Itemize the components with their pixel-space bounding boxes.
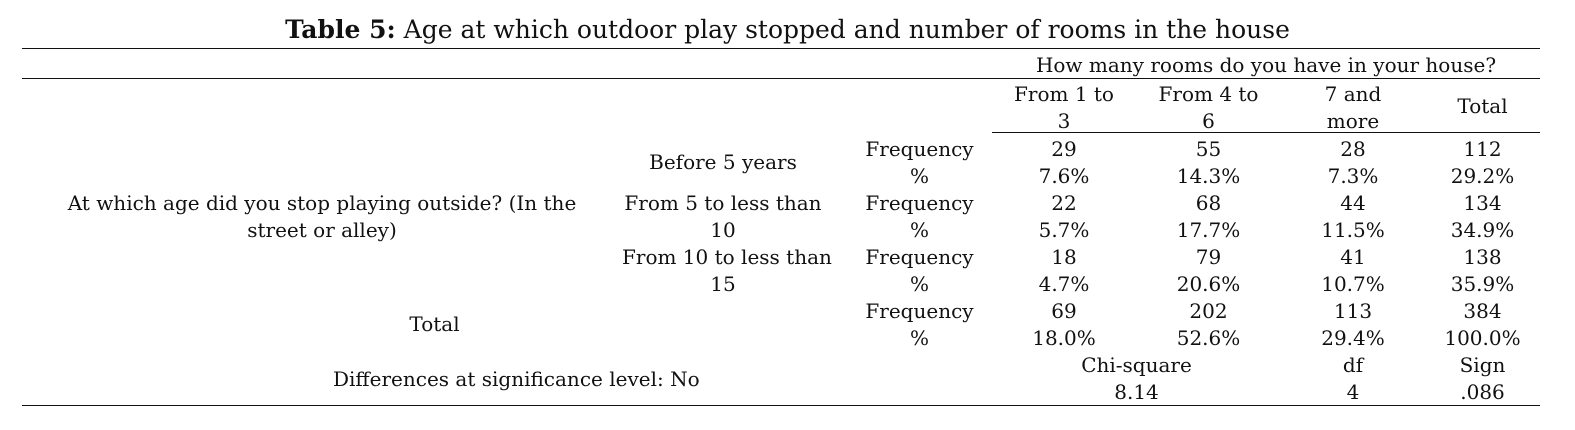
group-label-line2: 10: [710, 218, 736, 242]
sign-label: Sign: [1459, 353, 1506, 377]
sign-value: .086: [1460, 380, 1505, 404]
freq-total: 112: [1463, 137, 1502, 161]
freq-total: 384: [1463, 299, 1502, 323]
column-header-3-line1: 7 and: [1324, 82, 1382, 106]
percent-label: %: [909, 164, 929, 188]
top-rule: [22, 48, 1540, 49]
pct-col-3: 11.5%: [1321, 218, 1385, 242]
freq-col-3: 113: [1333, 299, 1373, 323]
column-header-rule: [992, 132, 1540, 133]
freq-col-2: 68: [1195, 191, 1222, 215]
pct-total: 100.0%: [1444, 326, 1521, 350]
pct-col-2: 14.3%: [1176, 164, 1241, 188]
group-label: Before 5 years: [649, 150, 797, 174]
spanner-header: How many rooms do you have in your house…: [1035, 53, 1497, 77]
freq-col-3: 44: [1340, 191, 1366, 215]
freq-col-1: 29: [1051, 137, 1077, 161]
row-question-line1: At which age did you stop playing outsid…: [67, 191, 577, 215]
freq-col-2: 55: [1195, 137, 1222, 161]
pct-total: 34.9%: [1450, 218, 1515, 242]
pct-col-2: 17.7%: [1176, 218, 1241, 242]
pct-col-2: 20.6%: [1176, 272, 1241, 296]
pct-col-2: 52.6%: [1176, 326, 1241, 350]
group-label-line1: From 5 to less than: [624, 191, 822, 215]
pct-col-1: 5.7%: [1038, 218, 1090, 242]
freq-col-1: 18: [1051, 245, 1077, 269]
pct-total: 35.9%: [1450, 272, 1515, 296]
column-header-2-line1: From 4 to: [1158, 82, 1259, 106]
freq-col-2: 202: [1189, 299, 1228, 323]
frequency-label: Frequency: [865, 245, 974, 269]
column-header-2-line2: 6: [1202, 109, 1215, 133]
frequency-label: Frequency: [865, 299, 974, 323]
freq-total: 134: [1463, 191, 1502, 215]
table-title-prefix: Table 5:: [285, 15, 396, 44]
chi-square-label: Chi-square: [1081, 353, 1192, 377]
significance-label: Differences at significance level: No: [333, 367, 700, 391]
freq-col-2: 79: [1195, 245, 1222, 269]
pct-col-3: 29.4%: [1321, 326, 1385, 350]
bottom-rule: [22, 405, 1540, 406]
group-label-line2: 15: [710, 272, 736, 296]
table-title: Table 5: Age at which outdoor play stopp…: [0, 14, 1575, 46]
df-label: df: [1342, 353, 1364, 377]
header-rule: [22, 78, 1540, 79]
pct-col-1: 4.7%: [1038, 272, 1090, 296]
column-header-1-line2: 3: [1057, 109, 1071, 133]
pct-col-3: 10.7%: [1321, 272, 1385, 296]
total-label: Total: [409, 312, 460, 336]
pct-col-1: 18.0%: [1032, 326, 1096, 350]
percent-label: %: [909, 272, 929, 296]
freq-total: 138: [1463, 245, 1502, 269]
freq-col-3: 28: [1340, 137, 1366, 161]
frequency-label: Frequency: [865, 191, 974, 215]
pct-col-1: 7.6%: [1038, 164, 1090, 188]
group-label-line1: From 10 to less than: [622, 245, 832, 269]
df-value: 4: [1346, 380, 1360, 404]
freq-col-3: 41: [1340, 245, 1366, 269]
column-header-total: Total: [1457, 94, 1508, 118]
freq-col-1: 22: [1051, 191, 1077, 215]
percent-label: %: [909, 218, 929, 242]
row-question-line2: street or alley): [247, 218, 397, 242]
table-title-text: Age at which outdoor play stopped and nu…: [403, 15, 1290, 44]
freq-col-1: 69: [1051, 299, 1077, 323]
frequency-label: Frequency: [865, 137, 974, 161]
percent-label: %: [909, 326, 929, 350]
column-header-3-line2: more: [1326, 109, 1380, 133]
chi-square-value: 8.14: [1114, 380, 1159, 404]
column-header-1-line1: From 1 to: [1014, 82, 1114, 106]
pct-col-3: 7.3%: [1327, 164, 1379, 188]
pct-total: 29.2%: [1450, 164, 1515, 188]
